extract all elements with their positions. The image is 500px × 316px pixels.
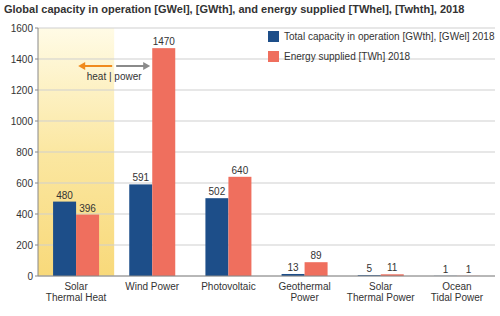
category-label: Photovoltaic [201,281,255,292]
category-label-line: Thermal Power [347,292,415,303]
tick-label: 800 [16,147,33,158]
data-label: 640 [232,165,249,176]
category-label: SolarThermal Heat [46,281,107,303]
category-label-line: Thermal Heat [46,292,107,303]
y-axis [38,28,39,276]
category-label: Wind Power [125,281,180,292]
data-label: 11 [387,262,398,273]
category-label-line: Geothermal [278,281,330,292]
grid-line [38,28,495,29]
bar [205,198,228,276]
bars [53,48,480,276]
data-label: 502 [209,186,226,197]
category-label-line: Solar [64,281,88,292]
bar [129,184,152,276]
category-label-line: Power [290,292,319,303]
bar [76,215,99,276]
bar [152,48,175,276]
data-label: 5 [366,263,372,274]
category-label: SolarThermal Power [347,281,415,303]
tick-label: 1200 [11,85,34,96]
grid-line [38,245,495,246]
grid-line [38,214,495,215]
x-axis [38,276,495,277]
arrow-power [116,65,144,67]
data-label: 591 [132,172,149,183]
legend-swatch [268,31,279,42]
tick-label: 1600 [11,23,34,34]
tick-label: 1000 [11,116,34,127]
arrow-heat [84,65,112,67]
grid-line [38,90,495,91]
arrowhead-power [143,62,150,70]
bar [53,202,76,276]
data-label: 13 [288,262,300,273]
tick-label: 1400 [11,54,34,65]
chart: Global capacity in operation [GWel], [GW… [0,0,500,316]
legend-label: Energy supplied [TWh] 2018 [284,51,411,62]
tick-label: 0 [27,271,33,282]
data-label: 89 [311,250,323,261]
tick-label: 400 [16,209,33,220]
grid-line [38,152,495,153]
data-label: 1 [466,264,472,275]
legend-swatch [268,51,279,62]
bar [228,177,251,276]
category-label-line: Ocean [442,281,471,292]
data-label: 396 [79,203,96,214]
tick-label: 600 [16,178,33,189]
data-label: 1470 [153,36,176,47]
data-label: 480 [56,190,73,201]
category-label: OceanTidal Power [431,281,484,303]
data-label: 1 [443,264,449,275]
tick-label: 200 [16,240,33,251]
category-label-line: Solar [369,281,393,292]
arrowhead-heat [78,62,85,70]
title: Global capacity in operation [GWel], [GW… [4,3,464,15]
grid-line [38,59,495,60]
bar [305,262,328,276]
grid-line [38,121,495,122]
grid-line [38,183,495,184]
category-label-line: Tidal Power [431,292,484,303]
annotation: heat | power [87,71,143,82]
legend-label: Total capacity in operation [GWth], [GWe… [284,31,495,42]
grid-line [38,276,495,277]
category-label: GeothermalPower [278,281,330,303]
